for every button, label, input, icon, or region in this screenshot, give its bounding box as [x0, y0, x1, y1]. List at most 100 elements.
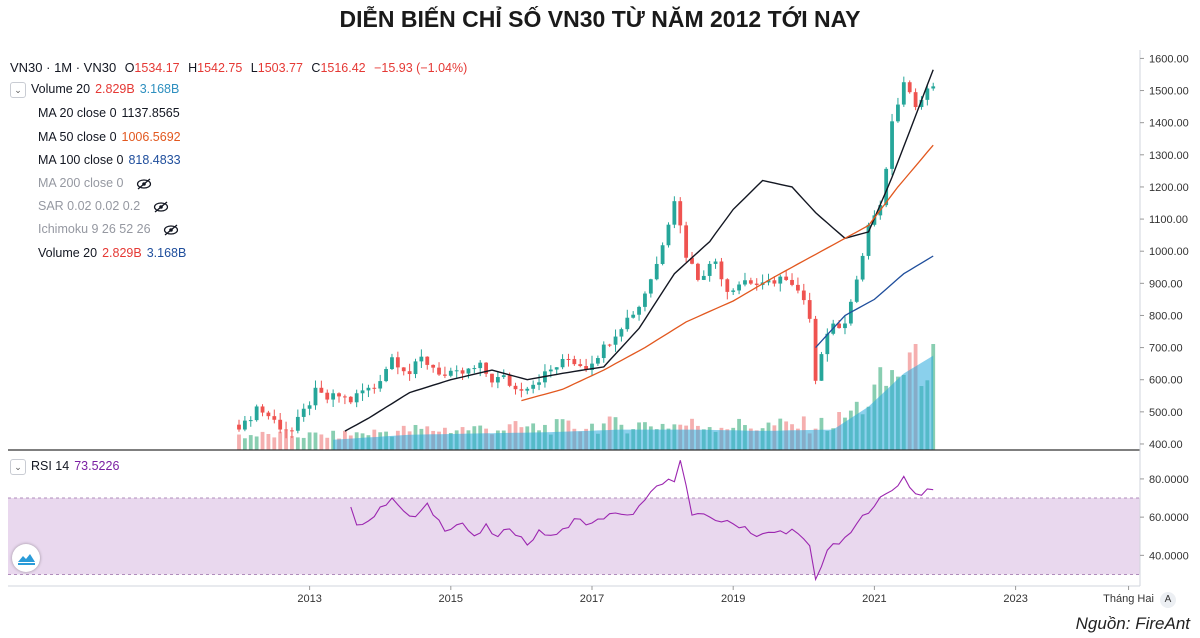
- candle-body: [784, 276, 789, 280]
- hidden-eye-icon[interactable]: [136, 178, 152, 190]
- indicator-row-volume[interactable]: ⌄ Volume 20 2.829B 3.168B: [10, 82, 184, 98]
- candle-body: [637, 306, 641, 315]
- candle-body: [719, 261, 724, 280]
- candle-body: [743, 280, 747, 285]
- rsi-value: 73.5226: [74, 459, 120, 474]
- axis-labels: 1600.00 1500.00 1400.00 1300.00 1200.00 1100.…: [297, 53, 1188, 605]
- candle-body: [890, 121, 894, 169]
- candle-body: [684, 225, 689, 258]
- volume-bar: [248, 435, 253, 450]
- high-value: 1542.75: [197, 61, 243, 75]
- candle-body: [501, 375, 506, 378]
- candle-body: [872, 215, 877, 225]
- candle-body: [366, 387, 371, 391]
- candle-body: [666, 224, 671, 246]
- candle-body: [754, 283, 759, 285]
- indicator-label: Volume 20: [31, 82, 91, 97]
- candle-body: [390, 357, 394, 370]
- indicator-label: MA 50 close 0: [38, 130, 117, 144]
- candle-body: [354, 393, 359, 403]
- indicator-row-ma50[interactable]: MA 50 close 0 1006.5692: [38, 130, 186, 144]
- candle-body: [248, 420, 253, 422]
- candle-body: [613, 336, 618, 345]
- auto-scale-button[interactable]: A: [1160, 592, 1176, 608]
- candle-body: [466, 368, 471, 374]
- candle-body: [301, 408, 306, 417]
- rsi-tick-label: 40.0000: [1149, 550, 1189, 562]
- volume-value-2: 3.168B: [146, 246, 187, 260]
- x-tick-label: 2013: [297, 593, 321, 605]
- candle-body: [595, 358, 600, 364]
- candle-body: [631, 314, 636, 318]
- indicator-row-volume-2[interactable]: Volume 20 2.829B 3.168B: [38, 246, 191, 260]
- candles: [237, 76, 936, 439]
- volume-ma-area: [333, 355, 934, 450]
- indicator-label: Volume 20: [38, 246, 98, 260]
- rsi-header[interactable]: ⌄ RSI 14 73.5226: [10, 459, 124, 475]
- candle-body: [731, 290, 736, 292]
- candle-body: [554, 367, 559, 370]
- indicator-row-ma200[interactable]: MA 200 close 0: [38, 176, 152, 190]
- hidden-eye-icon[interactable]: [163, 224, 179, 236]
- open-value: 1534.17: [134, 61, 180, 75]
- indicator-row-ichimoku[interactable]: Ichimoku 9 26 52 26: [38, 222, 179, 236]
- candle-body: [325, 392, 330, 400]
- indicator-row-ma100[interactable]: MA 100 close 0 818.4833: [38, 153, 186, 167]
- ma50-value: 1006.5692: [121, 130, 181, 144]
- tradingview-logo-icon[interactable]: [12, 544, 40, 572]
- ma20-line: [344, 69, 934, 432]
- candle-body: [254, 406, 259, 421]
- candle-body: [896, 104, 900, 122]
- volume-value-1: 2.829B: [102, 246, 142, 260]
- candle-body: [772, 280, 777, 284]
- indicator-label: Ichimoku 9 26 52 26: [38, 222, 151, 236]
- candle-body: [443, 374, 447, 376]
- candle-body: [707, 263, 712, 276]
- candle-body: [801, 290, 806, 301]
- hidden-eye-icon[interactable]: [153, 201, 169, 213]
- candle-body: [672, 201, 677, 225]
- collapse-chevron-icon[interactable]: ⌄: [10, 82, 26, 98]
- indicator-row-ma20[interactable]: MA 20 close 0 1137.8565: [38, 106, 185, 120]
- volume-bar: [260, 431, 265, 450]
- volume-bar: [319, 434, 324, 450]
- candle-body: [425, 356, 430, 365]
- x-tick-label: 2017: [580, 593, 604, 605]
- candle-body: [460, 370, 465, 374]
- candle-body: [519, 389, 524, 391]
- volume-value-1: 2.829B: [95, 82, 135, 97]
- rsi-band: [8, 497, 1140, 575]
- candle-body: [319, 387, 324, 393]
- collapse-chevron-icon[interactable]: ⌄: [10, 459, 26, 475]
- volume-bar: [254, 436, 259, 450]
- volume-bar: [290, 435, 294, 450]
- candle-body: [648, 279, 653, 294]
- indicator-row-sar[interactable]: SAR 0.02 0.02 0.2: [38, 199, 169, 213]
- price-tick-label: 500.00: [1149, 407, 1183, 419]
- candle-body: [343, 396, 347, 398]
- candle-body: [331, 393, 336, 400]
- candle-body: [454, 370, 459, 372]
- candle-body: [843, 323, 847, 329]
- candle-body: [778, 276, 783, 284]
- candle-body: [907, 82, 912, 93]
- candle-body: [913, 92, 918, 108]
- candle-body: [513, 385, 518, 390]
- close-label: C: [311, 61, 321, 75]
- candle-body: [266, 412, 271, 417]
- price-tick-label: 400.00: [1149, 439, 1183, 451]
- candle-body: [431, 364, 436, 368]
- candle-body: [495, 377, 500, 383]
- volume-bar: [242, 438, 247, 450]
- candle-body: [284, 429, 288, 431]
- ma100-value: 818.4833: [128, 153, 181, 167]
- candle-body: [490, 373, 494, 383]
- candle-body: [837, 323, 841, 329]
- candle-body: [525, 388, 530, 391]
- rsi-tick-label: 60.0000: [1149, 512, 1189, 524]
- candle-body: [625, 317, 630, 330]
- candle-body: [748, 280, 753, 284]
- candle-body: [866, 224, 871, 256]
- indicator-label: MA 20 close 0: [38, 106, 117, 120]
